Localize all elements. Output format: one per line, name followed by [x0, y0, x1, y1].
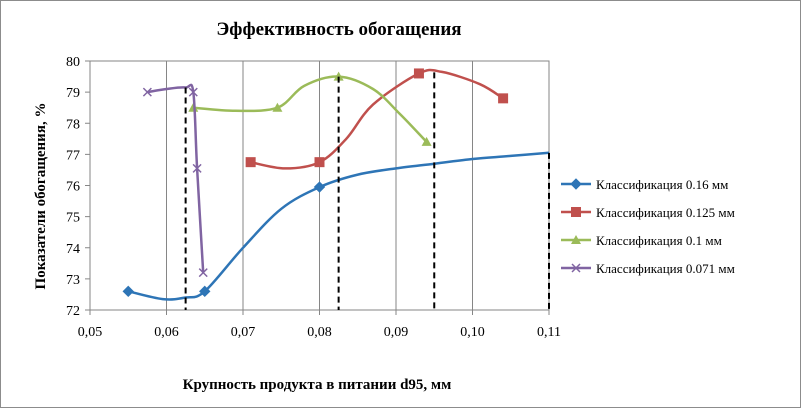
legend-label-3: Классификация 0.071 мм — [596, 261, 735, 276]
legend-label-2: Классификация 0.1 мм — [596, 233, 722, 248]
x-tick-label: 0,10 — [460, 325, 485, 340]
data-point-stroke — [198, 268, 208, 278]
x-tick-label: 0,09 — [384, 325, 409, 340]
data-point — [272, 102, 283, 112]
y-tick-label: 72 — [66, 304, 80, 319]
data-point — [188, 87, 198, 97]
data-point — [122, 285, 134, 298]
legend-label-0: Классификация 0.16 мм — [596, 177, 728, 192]
legend-marker-0 — [570, 178, 582, 190]
legend-marker-1 — [571, 207, 581, 217]
data-point — [498, 93, 509, 104]
legend-marker-3 — [571, 263, 581, 273]
data-point — [192, 163, 202, 173]
data-point — [421, 136, 432, 146]
data-point — [198, 268, 208, 278]
y-tick-label: 73 — [66, 273, 80, 288]
legend-marker-3-stroke — [571, 263, 581, 273]
data-point — [313, 181, 326, 193]
series-line-2 — [193, 75, 428, 143]
data-point-stroke — [188, 87, 198, 97]
x-tick-label: 0,08 — [307, 325, 332, 340]
y-axis-title: Показатели обогащения, % — [33, 103, 49, 290]
y-tick-label: 75 — [66, 211, 80, 226]
data-point-stroke — [142, 87, 152, 97]
y-tick-label: 80 — [66, 55, 80, 70]
data-point — [142, 87, 152, 97]
data-point — [245, 157, 256, 168]
series-line-1 — [250, 68, 504, 170]
y-tick-label: 74 — [66, 242, 80, 257]
chart-title: Эффективность обогащения — [216, 19, 461, 40]
x-tick-label: 0,06 — [154, 325, 179, 340]
x-tick-label: 0,11 — [537, 325, 561, 340]
data-point — [314, 157, 325, 168]
y-tick-label: 77 — [66, 148, 80, 163]
y-tick-label: 76 — [66, 180, 80, 195]
series-line-3 — [147, 83, 205, 273]
plot-area: 0,05 0,06 0,07 0,08 0,09 0,10 0,11 72 73 74 75 76 77… — [66, 55, 561, 340]
x-axis-title: Крупность продукта в питании d95, мм — [183, 377, 452, 393]
data-point — [413, 68, 424, 79]
data-point — [333, 71, 344, 81]
legend-marker-2 — [571, 235, 581, 244]
x-tick-label: 0,07 — [231, 325, 256, 340]
legend: Классификация 0.16 мм Классификация 0.125… — [561, 177, 735, 276]
x-tick-label: 0,05 — [78, 325, 103, 340]
y-tick-label: 78 — [66, 117, 80, 132]
legend-label-1: Классификация 0.125 мм — [596, 205, 735, 220]
data-point-stroke — [192, 163, 202, 173]
data-point — [199, 285, 211, 298]
y-tick-label: 79 — [66, 86, 80, 101]
